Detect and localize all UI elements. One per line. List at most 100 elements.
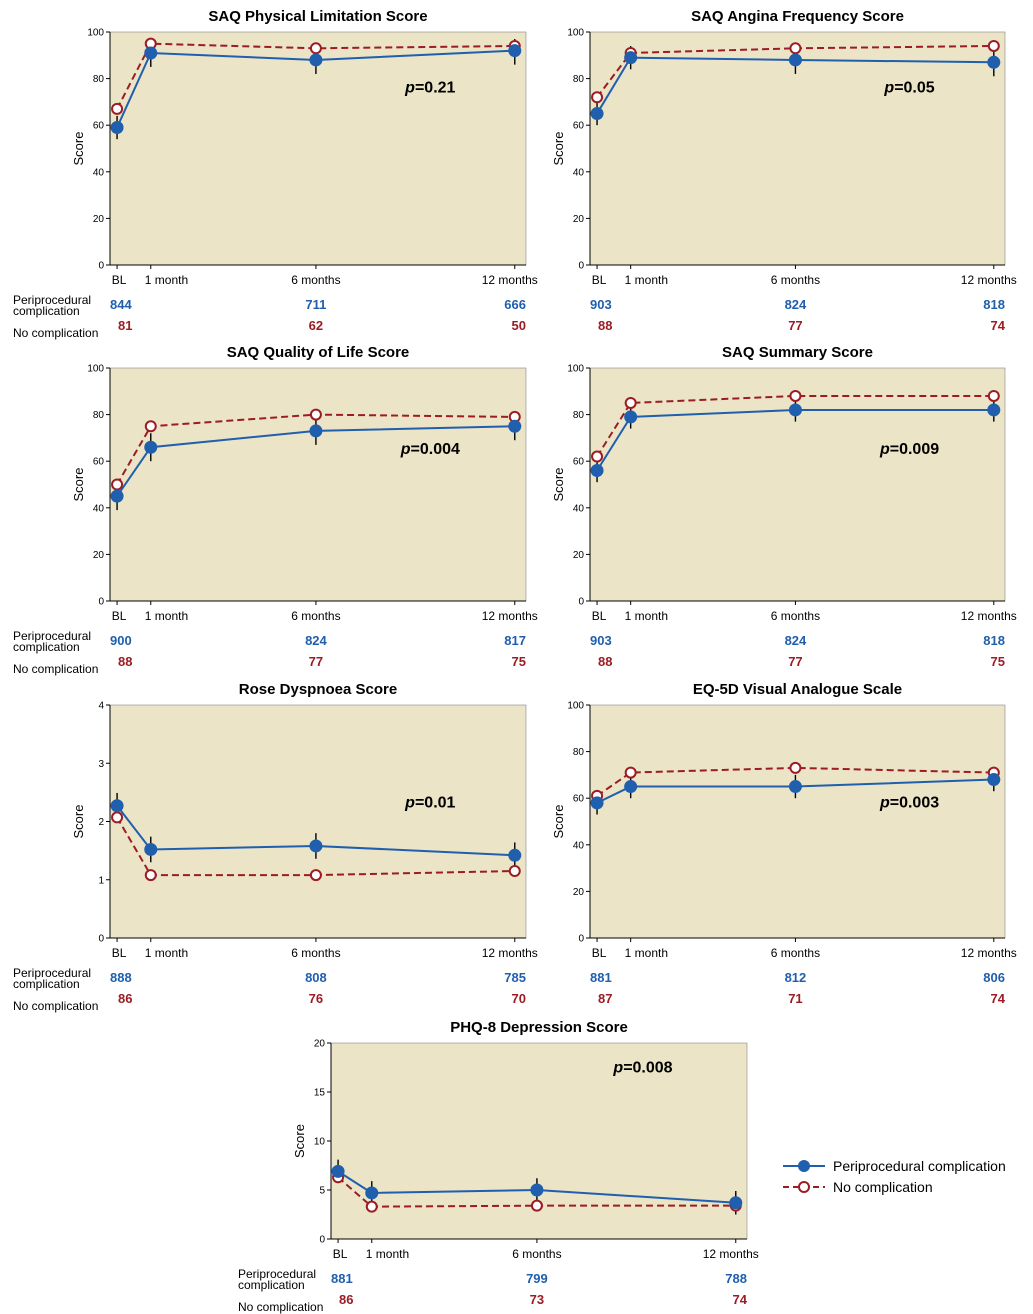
x-tick-label: BL bbox=[333, 1247, 348, 1261]
plot-area bbox=[109, 31, 527, 266]
plot-area bbox=[589, 367, 1006, 602]
row-label-complication: Periprocedural bbox=[13, 293, 91, 307]
series-line-no-complication bbox=[596, 766, 994, 797]
n-complication: 666 bbox=[504, 297, 526, 312]
n-complication: 817 bbox=[504, 633, 526, 648]
x-tick-label: BL bbox=[592, 273, 607, 287]
y-tick-label: 40 bbox=[573, 840, 585, 851]
p-value-symbol: p bbox=[400, 441, 411, 458]
row-label-no-complication: No complication bbox=[13, 999, 98, 1013]
n-complication: 824 bbox=[305, 633, 327, 648]
point-no-complication bbox=[530, 1199, 543, 1212]
y-tick-label: 20 bbox=[314, 1039, 326, 1050]
chart-title: SAQ Physical Limitation Score bbox=[208, 8, 427, 25]
point-no-complication bbox=[624, 396, 637, 409]
point-no-complication bbox=[987, 389, 1000, 402]
x-tick-label: 12 months bbox=[961, 609, 1017, 623]
point-no-complication bbox=[624, 766, 637, 779]
p-value-symbol: p bbox=[879, 795, 890, 812]
series-line-complication bbox=[337, 1170, 736, 1204]
p-value-symbol: p bbox=[404, 795, 415, 812]
chart-title: PHQ-8 Depression Score bbox=[450, 1019, 628, 1036]
point-complication bbox=[309, 424, 323, 438]
chart-panel-1: SAQ Physical Limitation Score 0 20 40 60 80 10… bbox=[13, 8, 538, 340]
y-tick-label: 4 bbox=[98, 701, 104, 712]
n-complication: 711 bbox=[305, 297, 326, 312]
point-no-complication bbox=[111, 478, 124, 491]
y-tick-label: 60 bbox=[573, 121, 585, 132]
n-complication: 788 bbox=[725, 1271, 747, 1286]
point-complication bbox=[590, 107, 604, 121]
y-axis-label: Score bbox=[551, 805, 566, 839]
y-tick-label: 0 bbox=[578, 934, 584, 945]
y-axis-label: Score bbox=[71, 468, 86, 502]
n-no-complication: 77 bbox=[309, 654, 323, 669]
y-tick-label: 80 bbox=[573, 747, 585, 758]
point-no-complication bbox=[144, 420, 157, 433]
point-no-complication bbox=[144, 869, 157, 882]
x-tick-label: 12 months bbox=[961, 273, 1017, 287]
point-complication bbox=[788, 53, 802, 67]
p-value-symbol: p bbox=[612, 1059, 623, 1076]
legend-label-complication: Periprocedural complication bbox=[833, 1158, 1006, 1174]
y-tick-label: 20 bbox=[93, 550, 105, 561]
n-complication: 824 bbox=[785, 633, 807, 648]
chart-panel-2: SAQ Angina Frequency Score 0 20 40 60 80 100 Sc… bbox=[551, 8, 1017, 333]
legend-label-no-complication: No complication bbox=[833, 1179, 933, 1195]
point-complication bbox=[624, 410, 638, 424]
point-complication bbox=[987, 403, 1001, 417]
point-complication bbox=[508, 419, 522, 433]
point-complication bbox=[110, 489, 124, 503]
chart-panel-6: EQ-5D Visual Analogue Scale 0 20 40 60 80 100 S… bbox=[551, 681, 1017, 1006]
point-no-complication bbox=[508, 865, 521, 878]
n-complication: 785 bbox=[504, 970, 526, 985]
y-tick-label: 0 bbox=[98, 597, 104, 608]
y-tick-label: 20 bbox=[573, 550, 585, 561]
n-complication: 900 bbox=[110, 633, 132, 648]
n-no-complication: 71 bbox=[788, 991, 802, 1006]
row-label-complication: complication bbox=[13, 304, 80, 318]
point-complication bbox=[331, 1164, 345, 1178]
p-value-number: =0.003 bbox=[890, 795, 939, 812]
p-value-number: =0.008 bbox=[623, 1059, 672, 1076]
plot-area bbox=[109, 704, 527, 939]
x-tick-label: 1 month bbox=[625, 609, 668, 623]
row-label-complication: complication bbox=[13, 977, 80, 991]
chart-title: SAQ Angina Frequency Score bbox=[691, 8, 904, 25]
y-tick-label: 100 bbox=[567, 364, 584, 375]
y-tick-label: 0 bbox=[319, 1235, 325, 1246]
row-label-no-complication: No complication bbox=[13, 326, 98, 340]
n-no-complication: 76 bbox=[309, 991, 323, 1006]
chart-panel-7: PHQ-8 Depression Score 0 5 10 15 20 Score BL 1 m… bbox=[238, 1019, 759, 1314]
n-complication: 808 bbox=[305, 970, 327, 985]
y-tick-label: 60 bbox=[93, 121, 105, 132]
n-no-complication: 75 bbox=[991, 654, 1005, 669]
point-complication bbox=[590, 464, 604, 478]
chart-title: Rose Dyspnoea Score bbox=[239, 681, 397, 698]
n-no-complication: 86 bbox=[118, 991, 132, 1006]
series-line-complication bbox=[116, 805, 515, 857]
y-tick-label: 40 bbox=[93, 167, 105, 178]
row-label-complication: Periprocedural bbox=[238, 1267, 316, 1281]
y-tick-label: 20 bbox=[93, 214, 105, 225]
n-complication: 818 bbox=[983, 297, 1005, 312]
x-tick-label: 6 months bbox=[291, 273, 340, 287]
n-no-complication: 74 bbox=[733, 1292, 748, 1307]
x-tick-label: 6 months bbox=[771, 946, 820, 960]
x-tick-label: 1 month bbox=[145, 946, 188, 960]
y-tick-label: 10 bbox=[314, 1137, 326, 1148]
point-complication bbox=[110, 121, 124, 135]
p-value: p=0.008 bbox=[612, 1059, 672, 1076]
x-tick-label: 1 month bbox=[366, 1247, 409, 1261]
y-tick-label: 100 bbox=[567, 701, 584, 712]
y-tick-label: 15 bbox=[314, 1088, 326, 1099]
n-no-complication: 81 bbox=[118, 318, 132, 333]
series-line-no-complication bbox=[116, 816, 515, 877]
y-tick-label: 60 bbox=[573, 794, 585, 805]
p-value: p=0.004 bbox=[400, 441, 460, 458]
n-no-complication: 74 bbox=[991, 991, 1006, 1006]
point-no-complication bbox=[365, 1200, 378, 1213]
y-tick-label: 80 bbox=[93, 74, 105, 85]
p-value-number: =0.05 bbox=[894, 80, 935, 97]
point-complication bbox=[987, 55, 1001, 69]
